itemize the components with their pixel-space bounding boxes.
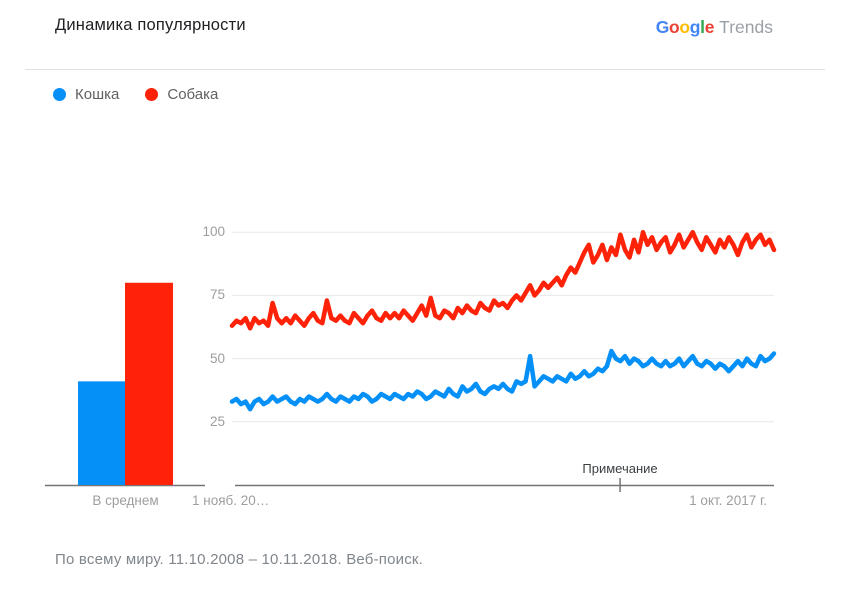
chart-legend: Кошка Собака [53,86,218,103]
page-title: Динамика популярности [55,16,246,34]
y-axis-label: 75 [209,287,225,303]
header-divider [25,69,825,70]
trend-line-koshka [229,348,777,412]
trend-line-sobaka [229,229,777,331]
average-bar-koshka [78,381,125,485]
legend-label-sobaka: Собака [167,86,219,103]
y-axis-label: 100 [202,224,225,240]
legend-item-sobaka: Собака [145,86,218,103]
x-axis-start-label: 1 нояб. 20… [192,493,270,508]
legend-label-koshka: Кошка [75,86,120,103]
legend-item-koshka: Кошка [53,86,119,103]
y-axis-label: 50 [209,350,225,366]
average-bar-sobaka [125,282,173,485]
x-axis-end-label: 1 окт. 2017 г. [689,493,767,508]
google-trends-logo[interactable]: Google Trends [656,17,773,38]
trends-logo-text: Trends [719,17,773,37]
google-logo-letters: Google [655,17,715,37]
bar-group-label: В среднем [92,493,159,508]
koshka-color-dot-icon [53,88,66,101]
y-axis-label: 25 [209,413,225,429]
annotation-label[interactable]: Примечание [582,461,658,476]
footer-note: По всему миру. 11.10.2008 – 10.11.2018. … [55,551,424,568]
sobaka-color-dot-icon [145,88,159,101]
